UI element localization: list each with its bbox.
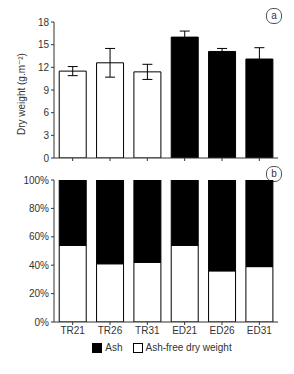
svg-text:60%: 60% [29, 231, 49, 242]
svg-text:ED21: ED21 [172, 325, 197, 336]
svg-text:100%: 100% [23, 175, 49, 186]
svg-text:TR31: TR31 [135, 325, 160, 336]
svg-text:12: 12 [38, 62, 50, 73]
html-text:Ash-free dry weight: Ash-free dry weight [145, 342, 232, 353]
svg-text:3: 3 [43, 130, 49, 141]
svg-text:18: 18 [38, 17, 50, 28]
html-text:b: b [271, 168, 277, 179]
svg-text:0%: 0% [35, 317, 50, 328]
svg-text:20%: 20% [29, 288, 49, 299]
svg-text:ED31: ED31 [247, 325, 272, 336]
svg-text:40%: 40% [29, 260, 49, 271]
html-text:Ash: Ash [105, 342, 123, 353]
svg-text:9: 9 [43, 85, 49, 96]
svg-text:6: 6 [43, 107, 49, 118]
svg-text:TR21: TR21 [60, 325, 85, 336]
svg-text:80%: 80% [29, 203, 49, 214]
svg-text:ED26: ED26 [209, 325, 234, 336]
html-text:a: a [271, 10, 277, 21]
svg-text:Dry weight (g.m⁻²): Dry weight (g.m⁻²) [16, 53, 27, 135]
svg-text:15: 15 [38, 39, 50, 50]
svg-text:TR26: TR26 [98, 325, 123, 336]
svg-text:0: 0 [43, 153, 49, 164]
